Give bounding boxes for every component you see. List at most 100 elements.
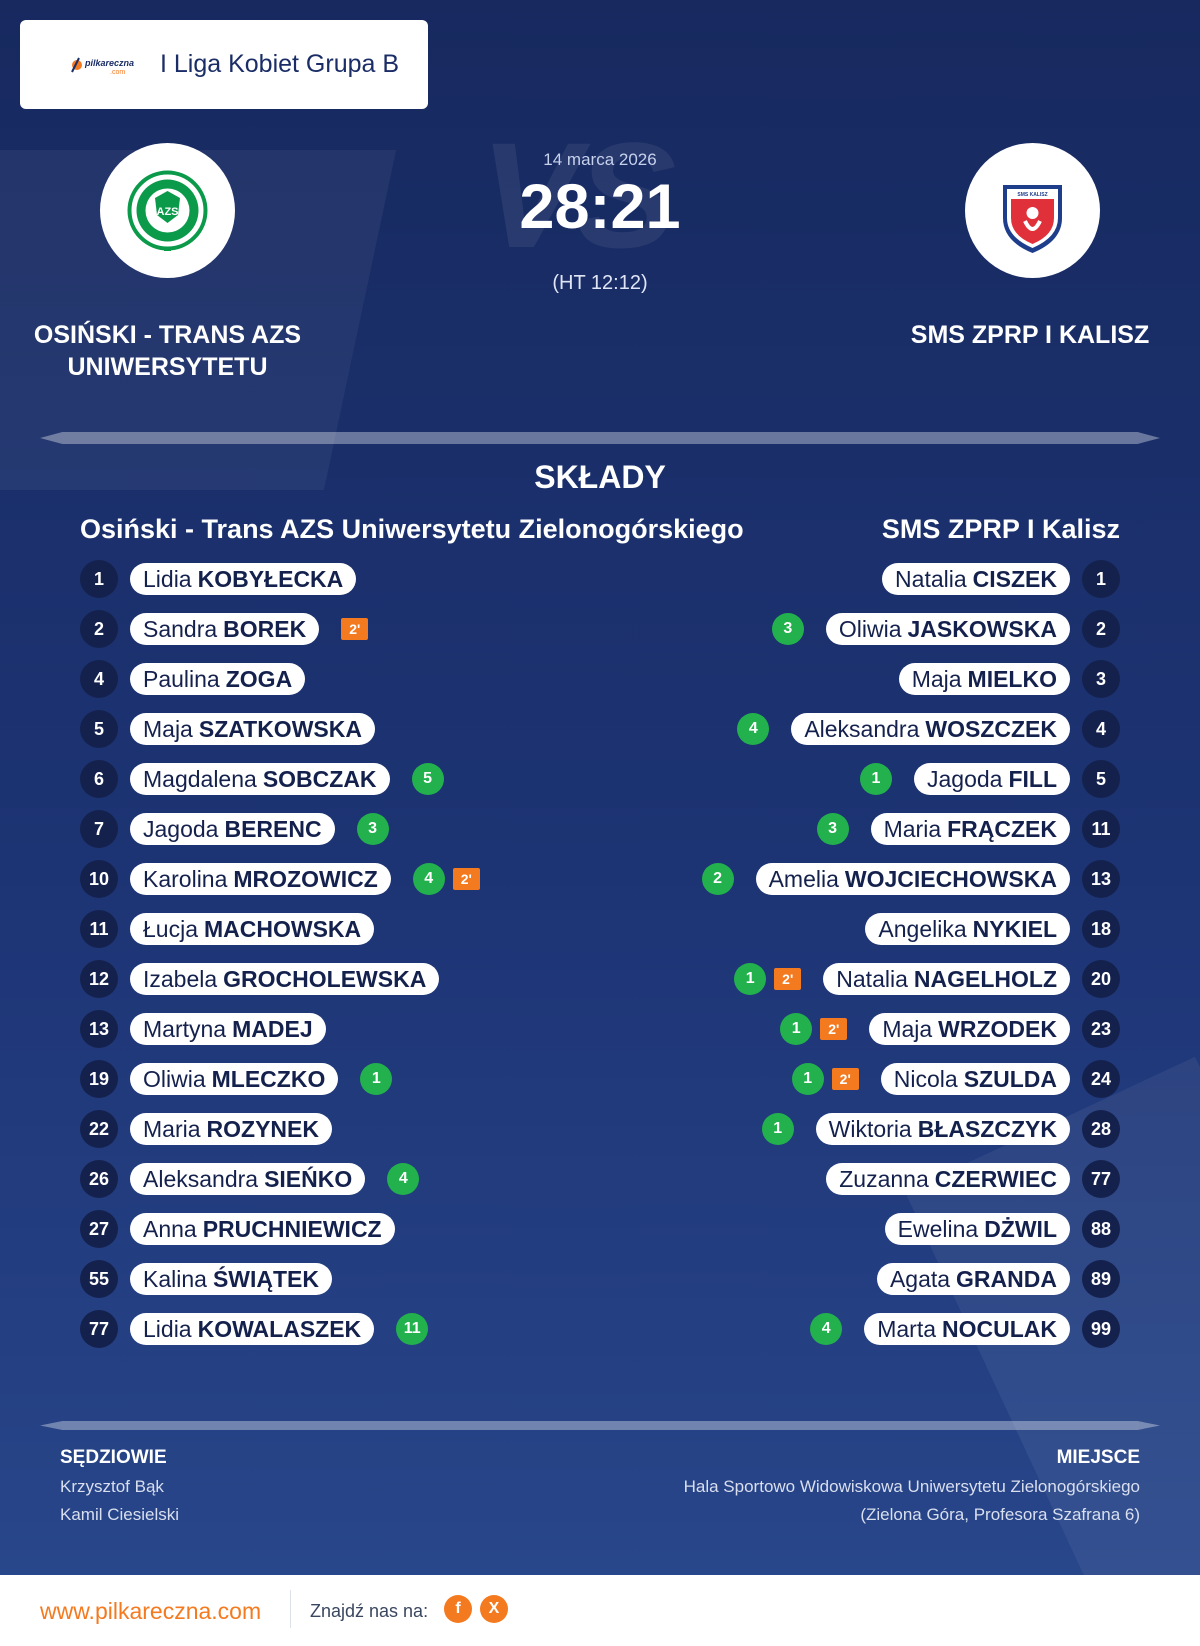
player-stats: 3 bbox=[356, 813, 389, 845]
player-name: Marta NOCULAK bbox=[864, 1313, 1070, 1345]
player-row: 20 Natalia NAGELHOLZ 1 2' bbox=[734, 960, 1120, 998]
player-row: 13 Martyna MADEJ bbox=[80, 1010, 326, 1048]
player-row: 3 Maja MIELKO bbox=[898, 660, 1120, 698]
player-last-name: MROZOWICZ bbox=[233, 865, 378, 892]
player-first-name: Wiktoria bbox=[828, 1115, 912, 1142]
player-last-name: MIELKO bbox=[967, 665, 1057, 692]
player-number: 23 bbox=[1082, 1010, 1120, 1048]
player-number: 11 bbox=[1082, 810, 1120, 848]
player-row: 11 Maria FRĄCZEK 3 bbox=[816, 810, 1120, 848]
player-row: 10 Karolina MROZOWICZ 4 2' bbox=[80, 860, 480, 898]
find-us-label: Znajdź nas na: bbox=[310, 1601, 429, 1621]
player-row: 88 Ewelina DŻWIL bbox=[884, 1210, 1120, 1248]
halftime-score: (HT 12:12) bbox=[552, 272, 648, 294]
player-first-name: Amelia bbox=[768, 865, 839, 892]
player-number: 4 bbox=[80, 660, 118, 698]
player-last-name: KOWALASZEK bbox=[197, 1315, 362, 1342]
player-name: Paulina ZOGA bbox=[130, 663, 306, 695]
player-first-name: Martyna bbox=[143, 1015, 227, 1042]
venue-name: Hala Sportowo Widowiskowa Uniwersytetu Z… bbox=[683, 1477, 1140, 1496]
player-first-name: Ewelina bbox=[897, 1215, 979, 1242]
player-row: 12 Izabela GROCHOLEWSKA bbox=[80, 960, 440, 998]
logo-subtext: .com bbox=[110, 69, 125, 76]
player-number: 5 bbox=[80, 710, 118, 748]
player-row: 6 Magdalena SOBCZAK 5 bbox=[80, 760, 444, 798]
player-first-name: Oliwia bbox=[838, 615, 902, 642]
player-name: Wiktoria BŁASZCZYK bbox=[815, 1113, 1070, 1145]
player-last-name: BŁASZCZYK bbox=[917, 1115, 1057, 1142]
player-first-name: Paulina bbox=[143, 665, 220, 692]
player-name: Aleksandra SIEŃKO bbox=[130, 1163, 366, 1195]
x-twitter-icon[interactable]: X bbox=[480, 1595, 508, 1623]
player-first-name: Łucja bbox=[143, 915, 198, 942]
player-name: Ewelina DŻWIL bbox=[884, 1213, 1070, 1245]
footer: www.pilkareczna.com Znajdź nas na: f X bbox=[0, 1575, 1200, 1646]
final-score: 28:21 bbox=[519, 172, 681, 242]
player-name: Jagoda BERENC bbox=[130, 813, 335, 845]
player-name: Izabela GROCHOLEWSKA bbox=[130, 963, 440, 995]
goals-badge: 5 bbox=[411, 763, 444, 795]
player-row: 2 Sandra BOREK 2' bbox=[80, 610, 369, 648]
player-number: 13 bbox=[1082, 860, 1120, 898]
player-name: Maria ROZYNEK bbox=[130, 1113, 332, 1145]
goals-badge: 3 bbox=[356, 813, 389, 845]
player-last-name: ROZYNEK bbox=[206, 1115, 319, 1142]
player-last-name: CISZEK bbox=[972, 565, 1057, 592]
player-last-name: SOBCZAK bbox=[262, 765, 377, 792]
player-number: 22 bbox=[80, 1110, 118, 1148]
player-name: Oliwia JASKOWSKA bbox=[825, 613, 1070, 645]
player-number: 77 bbox=[1082, 1160, 1120, 1198]
divider bbox=[40, 1421, 1160, 1430]
player-first-name: Maja bbox=[911, 665, 962, 692]
logo-text: pilkareczna bbox=[84, 58, 134, 68]
player-first-name: Lidia bbox=[143, 1315, 192, 1342]
player-name: Agata GRANDA bbox=[876, 1263, 1070, 1295]
venue-address: (Zielona Góra, Profesora Szafrana 6) bbox=[860, 1505, 1140, 1524]
player-name: Maja MIELKO bbox=[898, 663, 1070, 695]
player-stats: 2 bbox=[701, 863, 734, 895]
player-number: 1 bbox=[80, 560, 118, 598]
player-last-name: SZATKOWSKA bbox=[198, 715, 362, 742]
player-row: 18 Angelika NYKIEL bbox=[865, 910, 1120, 948]
home-team-crest: AZS bbox=[100, 143, 235, 278]
player-name: Karolina MROZOWICZ bbox=[130, 863, 391, 895]
player-row: 55 Kalina ŚWIĄTEK bbox=[80, 1260, 332, 1298]
player-stats: 1 2' bbox=[791, 1063, 859, 1095]
player-first-name: Angelika bbox=[878, 915, 967, 942]
player-number: 20 bbox=[1082, 960, 1120, 998]
player-name: Kalina ŚWIĄTEK bbox=[130, 1263, 332, 1295]
player-row: 77 Zuzanna CZERWIEC bbox=[826, 1160, 1120, 1198]
player-first-name: Izabela bbox=[143, 965, 218, 992]
goals-badge: 3 bbox=[771, 613, 804, 645]
player-row: 28 Wiktoria BŁASZCZYK 1 bbox=[761, 1110, 1120, 1148]
player-last-name: FILL bbox=[1008, 765, 1057, 792]
goals-badge: 2 bbox=[701, 863, 734, 895]
player-name: Maja SZATKOWSKA bbox=[130, 713, 375, 745]
player-first-name: Magdalena bbox=[143, 765, 257, 792]
player-stats: 1 2' bbox=[734, 963, 802, 995]
player-name: Oliwia MLECZKO bbox=[130, 1063, 339, 1095]
player-name: Lidia KOBYŁECKA bbox=[130, 563, 357, 595]
player-stats: 4 2' bbox=[412, 863, 480, 895]
facebook-icon[interactable]: f bbox=[444, 1595, 472, 1623]
player-first-name: Natalia bbox=[836, 965, 908, 992]
player-first-name: Agata bbox=[889, 1265, 951, 1292]
player-row: 5 Maja SZATKOWSKA bbox=[80, 710, 375, 748]
player-row: 11 Łucja MACHOWSKA bbox=[80, 910, 375, 948]
player-name: Martyna MADEJ bbox=[130, 1013, 326, 1045]
player-first-name: Nicola bbox=[893, 1065, 958, 1092]
player-stats: 11 bbox=[396, 1313, 429, 1345]
sms-kalisz-crest-icon: SMS KALISZ bbox=[1003, 185, 1062, 253]
player-first-name: Aleksandra bbox=[804, 715, 920, 742]
player-number: 10 bbox=[80, 860, 118, 898]
player-first-name: Lidia bbox=[143, 565, 192, 592]
player-first-name: Karolina bbox=[143, 865, 228, 892]
website-link[interactable]: www.pilkareczna.com bbox=[40, 1598, 262, 1624]
player-number: 18 bbox=[1082, 910, 1120, 948]
player-first-name: Maria bbox=[883, 815, 942, 842]
player-last-name: FRĄCZEK bbox=[947, 815, 1057, 842]
player-last-name: DŻWIL bbox=[984, 1215, 1057, 1242]
goals-badge: 4 bbox=[737, 713, 770, 745]
player-stats: 5 bbox=[411, 763, 444, 795]
player-stats: 1 bbox=[761, 1113, 794, 1145]
